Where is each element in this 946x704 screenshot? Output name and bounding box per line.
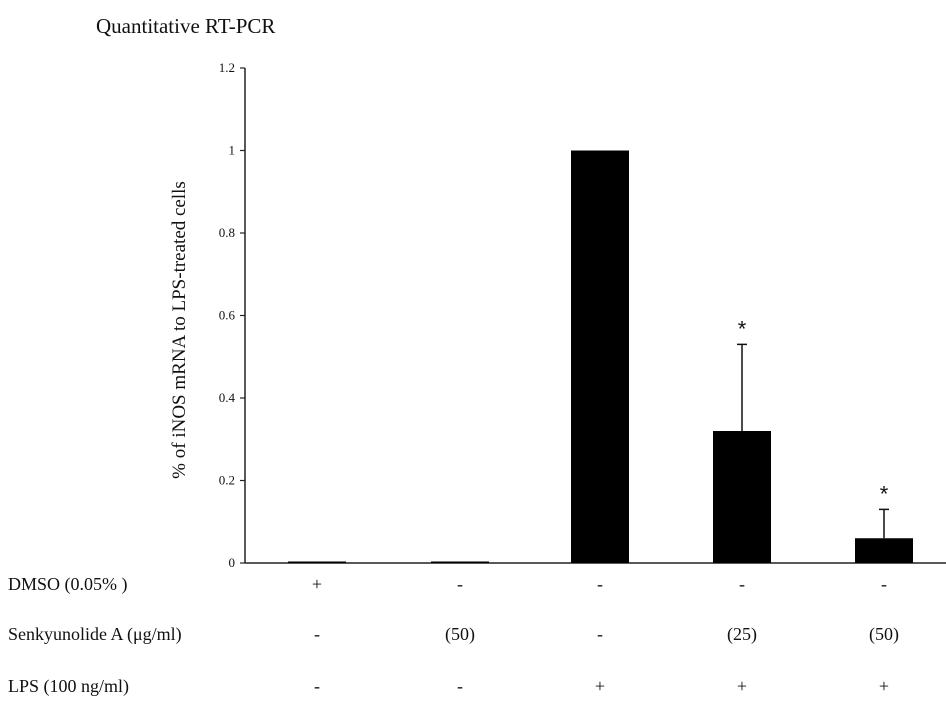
condition-cell: - [739,574,745,595]
condition-cell: + [737,676,747,697]
condition-cell: - [314,624,320,645]
y-tick-label: 0.4 [219,390,236,405]
bar [713,431,771,563]
condition-row-label: DMSO (0.05% ) [8,574,128,595]
y-tick-label: 1 [229,143,236,158]
bar [431,562,489,564]
y-tick-label: 0.6 [219,308,236,323]
condition-cell: + [879,676,889,697]
significance-marker: * [880,481,889,506]
condition-row-label: LPS (100 ng/ml) [8,676,129,697]
bar [288,562,346,564]
condition-cell: + [595,676,605,697]
condition-cell: - [597,574,603,595]
y-tick-label: 1.2 [219,60,235,75]
y-tick-label: 0.8 [219,225,235,240]
significance-marker: * [738,316,747,341]
condition-cell: - [597,624,603,645]
condition-row-label: Senkyunolide A (μg/ml) [8,624,182,645]
condition-cell: (50) [869,624,899,645]
condition-cell: (25) [727,624,757,645]
condition-cell: - [881,574,887,595]
condition-cell: (50) [445,624,475,645]
condition-cell: + [312,574,322,595]
condition-cell: - [457,676,463,697]
condition-cell: - [457,574,463,595]
bar [571,151,629,564]
y-tick-label: 0.2 [219,473,235,488]
condition-cell: - [314,676,320,697]
y-tick-label: 0 [229,555,236,570]
bar [855,538,913,563]
